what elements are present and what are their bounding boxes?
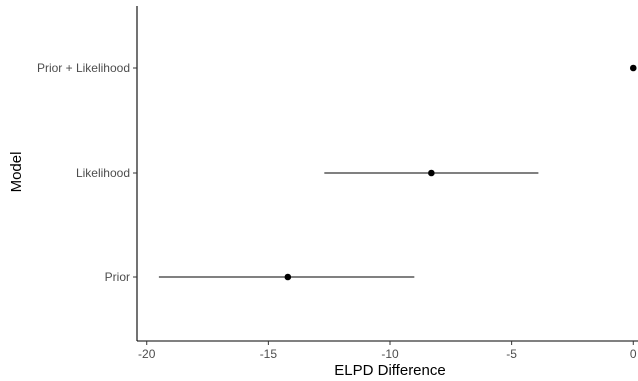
y-tick-label: Prior + Likelihood <box>37 61 130 75</box>
y-axis: Prior + Likelihood Likelihood Prior <box>37 6 138 341</box>
x-tick-label: -5 <box>506 347 517 361</box>
error-bars <box>158 172 539 278</box>
x-axis: -20 -15 -10 -5 0 <box>137 340 638 361</box>
x-tick-label: -20 <box>138 347 156 361</box>
x-tick-label: -15 <box>260 347 278 361</box>
x-tick-label: 0 <box>630 347 637 361</box>
data-point <box>428 169 435 177</box>
y-axis-title: Model <box>8 152 25 193</box>
x-tick-label: -10 <box>381 347 399 361</box>
x-axis-title: ELPD Difference <box>334 362 445 379</box>
data-points <box>284 64 637 281</box>
data-point <box>629 64 637 72</box>
y-tick-label: Likelihood <box>76 166 130 180</box>
data-point <box>284 273 292 281</box>
y-tick-label: Prior <box>105 270 130 284</box>
